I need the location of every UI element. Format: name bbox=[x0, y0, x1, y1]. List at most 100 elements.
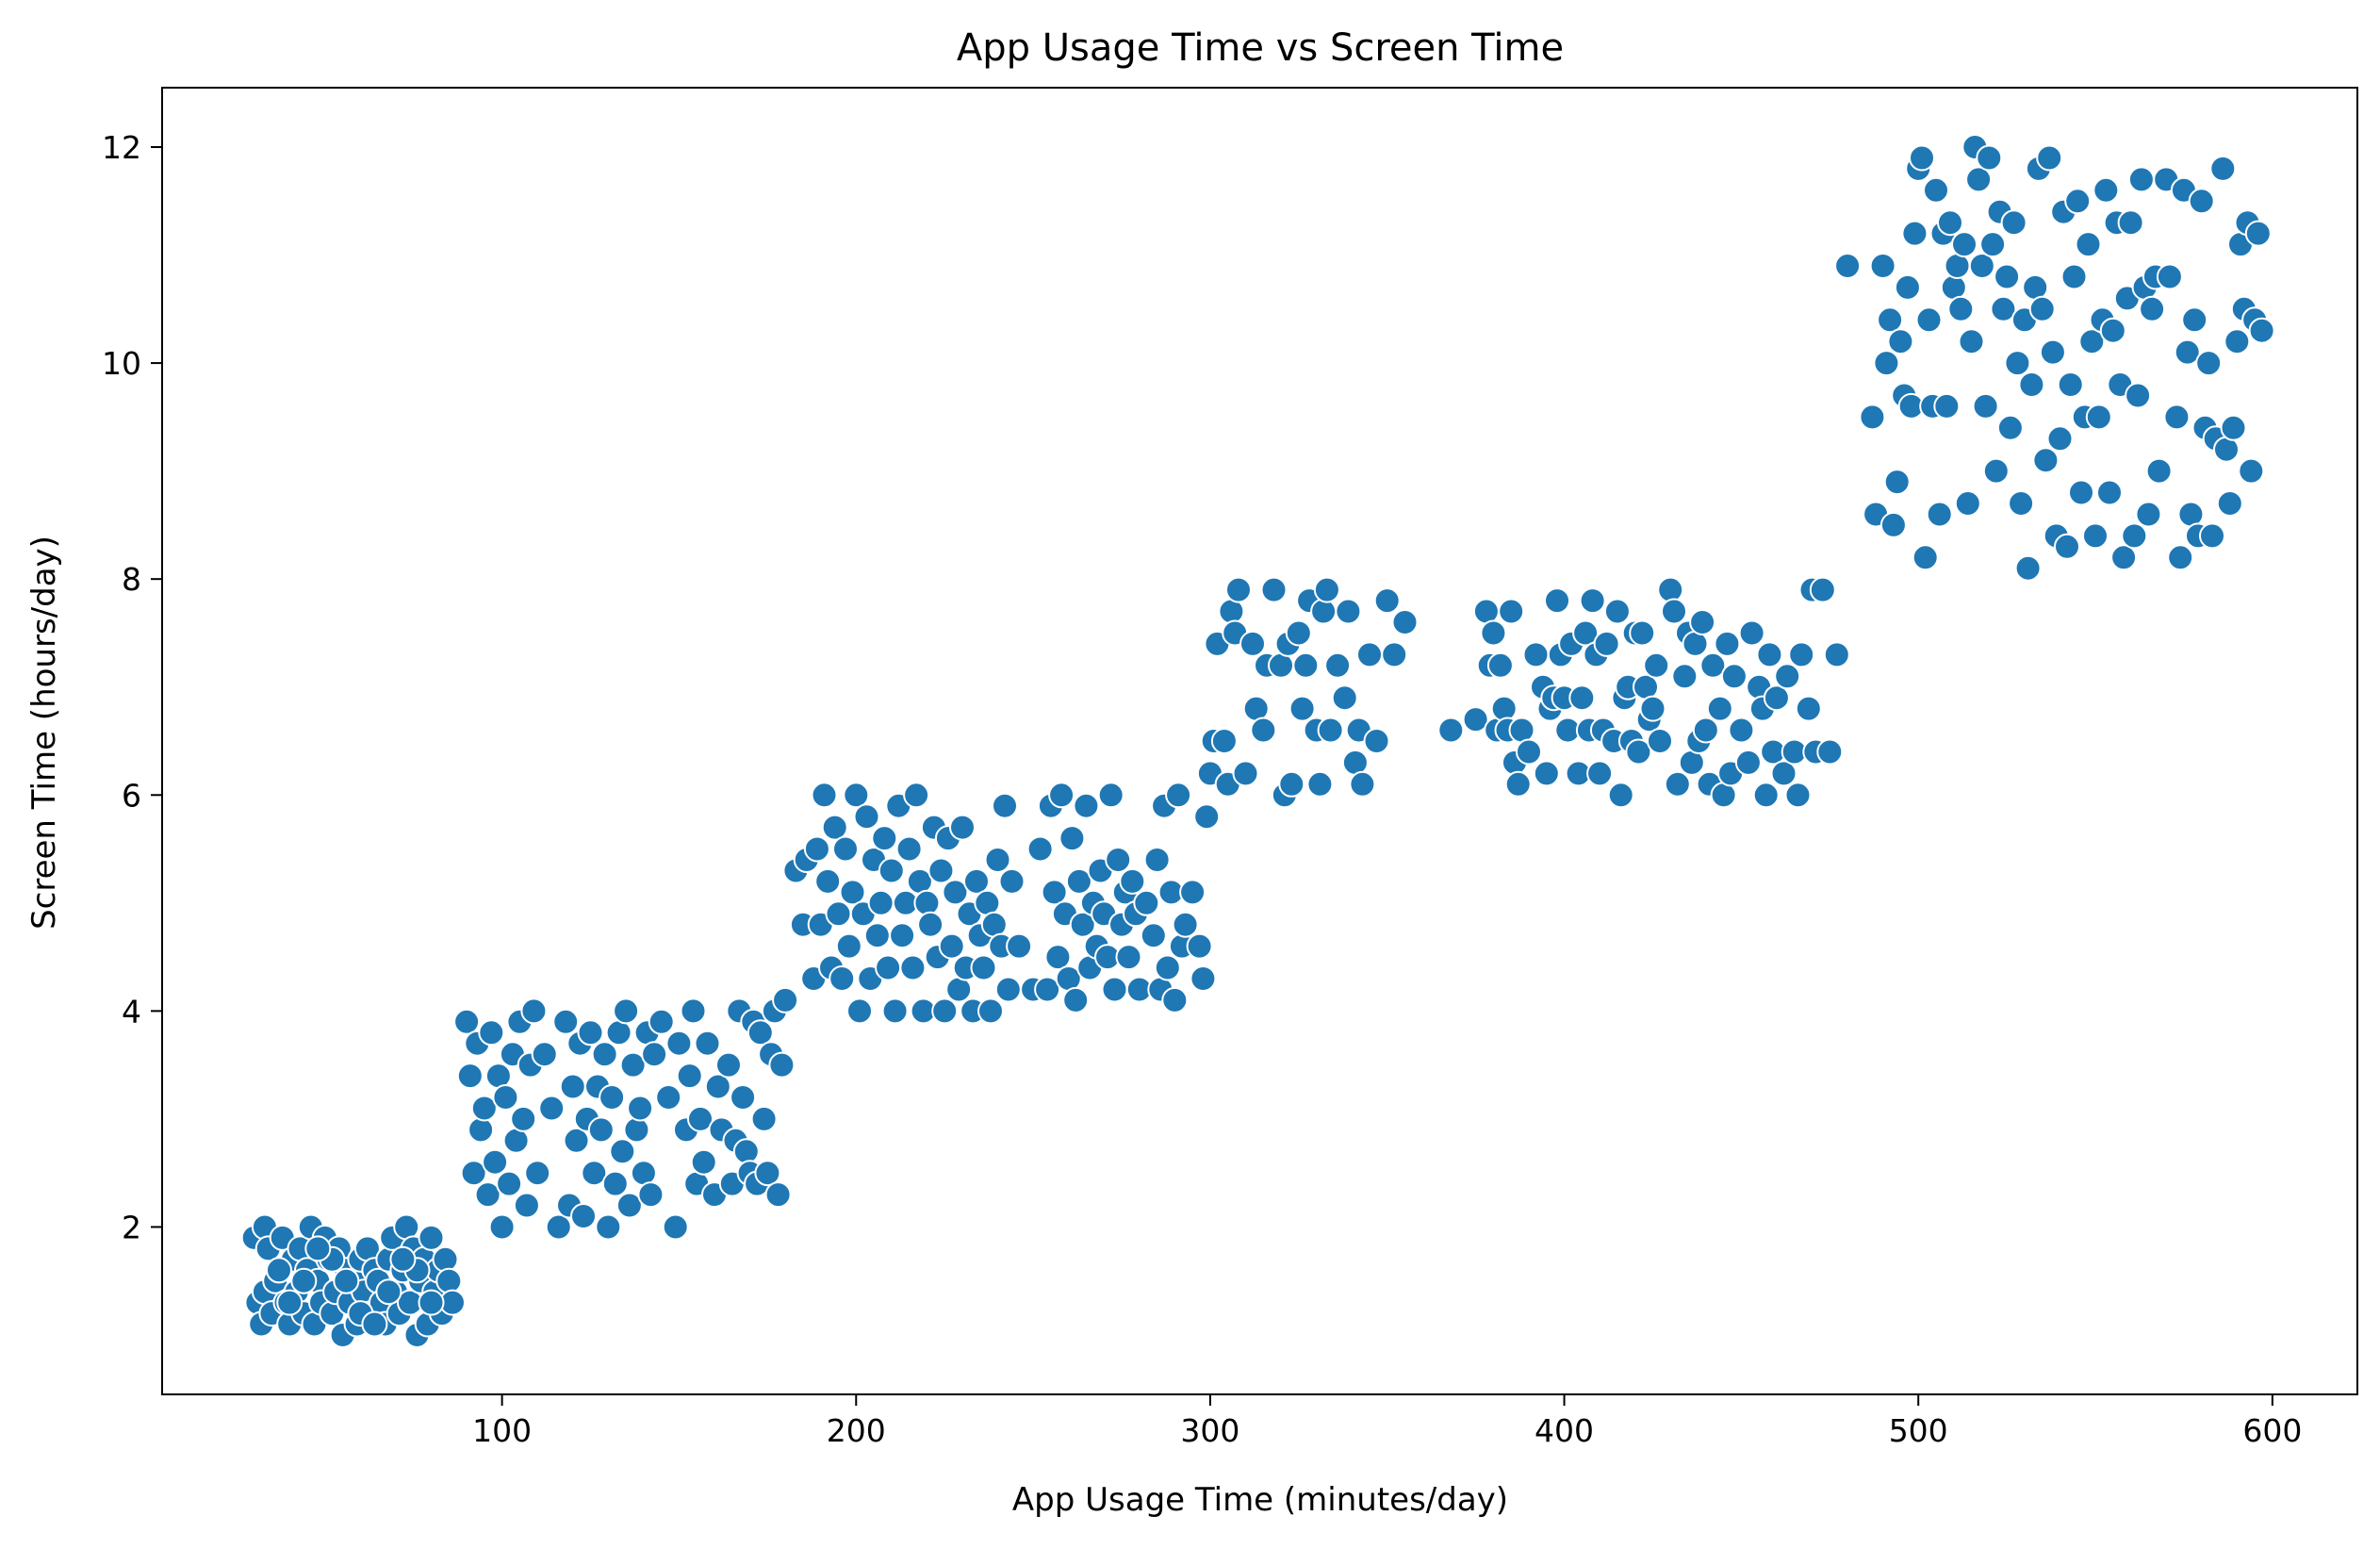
scatter-point bbox=[2099, 317, 2126, 344]
y-tick-label: 10 bbox=[102, 345, 141, 382]
scatter-point bbox=[1586, 760, 1614, 787]
scatter-point bbox=[1119, 867, 1146, 895]
scatter-point bbox=[577, 1019, 604, 1046]
scatter-point bbox=[456, 1063, 484, 1090]
scatter-point bbox=[1193, 803, 1221, 831]
scatter-point bbox=[1544, 587, 1570, 615]
scatter-point bbox=[878, 857, 905, 884]
scatter-point bbox=[803, 835, 830, 863]
scatter-point bbox=[2248, 317, 2275, 344]
scatter-point bbox=[662, 1213, 689, 1241]
scatter-point bbox=[970, 954, 997, 981]
scatter-point bbox=[1816, 738, 1844, 766]
scatter-point bbox=[1292, 651, 1320, 679]
scatter-point bbox=[1607, 782, 1634, 809]
scatter-point bbox=[2181, 306, 2208, 334]
scatter-point bbox=[1190, 965, 1217, 992]
scatter-point bbox=[2093, 176, 2120, 204]
scatter-point bbox=[1310, 598, 1338, 625]
scatter-point bbox=[903, 782, 930, 809]
scatter-point bbox=[641, 1041, 668, 1068]
scatter-point bbox=[895, 835, 923, 863]
scatter-point bbox=[676, 1063, 703, 1090]
scatter-point bbox=[1699, 651, 1727, 679]
scatter-point bbox=[1306, 770, 1334, 798]
scatter-point bbox=[1260, 576, 1288, 603]
scatter-point bbox=[2085, 404, 2112, 431]
scatter-point bbox=[1154, 954, 1181, 981]
scatter-point bbox=[690, 1148, 717, 1176]
scatter-point bbox=[1877, 306, 1904, 334]
chart-title: App Usage Time vs Screen Time bbox=[957, 26, 1564, 70]
scatter-point bbox=[1579, 587, 1606, 615]
scatter-point bbox=[832, 835, 859, 863]
scatter-point bbox=[835, 932, 862, 960]
scatter-point bbox=[839, 879, 866, 906]
scatter-point bbox=[1909, 144, 1935, 172]
y-axis-label: Screen Time (hours/day) bbox=[25, 536, 63, 930]
scatter-point bbox=[1795, 695, 1822, 722]
scatter-point bbox=[2039, 338, 2066, 366]
scatter-point bbox=[266, 1257, 292, 1284]
scatter-point bbox=[1996, 414, 2024, 441]
scatter-point bbox=[418, 1224, 445, 1251]
scatter-point bbox=[2199, 522, 2225, 550]
scatter-point bbox=[2068, 479, 2094, 506]
scatter-point bbox=[304, 1235, 332, 1262]
scatter-point bbox=[1437, 717, 1465, 744]
scatter-point bbox=[1363, 728, 1390, 754]
scatter-point bbox=[418, 1289, 445, 1316]
scatter-point bbox=[2139, 295, 2166, 322]
scatter-point bbox=[1834, 253, 1862, 279]
scatter-point bbox=[2188, 188, 2215, 215]
scatter-point bbox=[389, 1245, 417, 1273]
axis-ticks: 100 200 300 400 500 600 2 4 6 8 10 12 bbox=[102, 129, 2302, 1449]
scatter-point bbox=[1671, 663, 1699, 690]
scatter-point bbox=[931, 997, 959, 1025]
scatter-point bbox=[984, 847, 1011, 873]
scatter-point bbox=[889, 922, 916, 949]
scatter-point bbox=[2054, 533, 2080, 560]
scatter-point bbox=[1951, 231, 1978, 258]
scatter-point bbox=[825, 900, 852, 928]
scatter-point bbox=[1639, 695, 1666, 722]
scatter-point bbox=[1994, 263, 2021, 290]
scatter-point bbox=[1278, 770, 1305, 798]
scatter-point bbox=[732, 1138, 760, 1165]
scatter-point bbox=[1006, 932, 1033, 960]
scatter-point bbox=[1979, 231, 2007, 258]
scatter-point bbox=[1335, 598, 1362, 625]
x-axis-label: App Usage Time (minutes/day) bbox=[1012, 1481, 1508, 1519]
scatter-point bbox=[482, 1148, 509, 1176]
scatter-point bbox=[2167, 544, 2194, 571]
scatter-point bbox=[470, 1095, 498, 1122]
scatter-point bbox=[2028, 295, 2056, 322]
scatter-point bbox=[1873, 350, 1900, 377]
scatter-point bbox=[1516, 738, 1542, 766]
scatter-point bbox=[1968, 253, 1995, 279]
scatter-point bbox=[1915, 306, 1943, 334]
scatter-point bbox=[1572, 619, 1600, 647]
scatter-point bbox=[1069, 911, 1096, 938]
scatter-point bbox=[846, 997, 873, 1025]
scatter-point bbox=[1115, 944, 1142, 971]
scatter-point bbox=[768, 1051, 796, 1079]
scatter-point bbox=[1356, 641, 1383, 668]
x-tick-label: 400 bbox=[1535, 1412, 1594, 1449]
scatter-point bbox=[524, 1160, 551, 1187]
scatter-point bbox=[1462, 706, 1489, 733]
scatter-point bbox=[1954, 490, 1981, 517]
scatter-point bbox=[655, 1084, 682, 1111]
x-tick-label: 600 bbox=[2242, 1412, 2302, 1449]
scatter-point bbox=[1879, 511, 1907, 538]
scatter-point bbox=[917, 911, 944, 938]
scatter-point bbox=[998, 867, 1026, 895]
scatter-point bbox=[1486, 651, 1514, 679]
scatter-point bbox=[468, 1116, 495, 1144]
scatter-point bbox=[764, 1181, 792, 1209]
scatter-point bbox=[563, 1127, 590, 1154]
x-tick-label: 500 bbox=[1889, 1412, 1948, 1449]
scatter-point bbox=[2127, 166, 2155, 193]
scatter-point bbox=[478, 1019, 505, 1046]
scatter-point bbox=[1373, 587, 1401, 615]
